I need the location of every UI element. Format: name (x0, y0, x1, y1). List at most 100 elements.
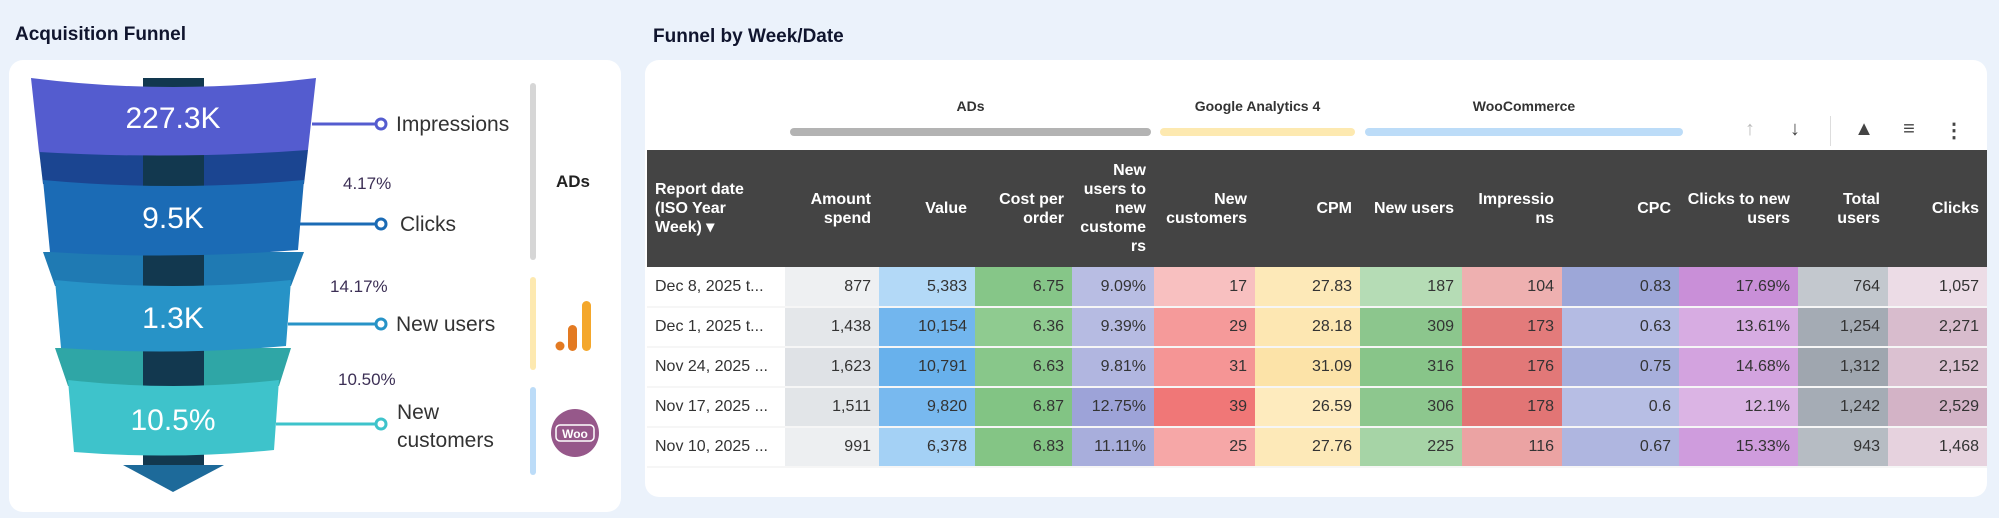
table-cell: 991 (785, 427, 879, 468)
table-cell: 176 (1462, 347, 1562, 388)
date-cell: Nov 24, 2025 ... (647, 347, 785, 388)
column-header[interactable]: Report date (ISO Year Week) ▾ (647, 150, 785, 267)
conversion-rate: 4.17% (343, 174, 391, 193)
funnel-stage-clicks (43, 180, 304, 256)
table-cell: 9.39% (1072, 307, 1154, 348)
table-cell: 9.09% (1072, 267, 1154, 308)
funnel-stage-new-customers (68, 380, 279, 456)
column-header[interactable]: New customers (1154, 150, 1255, 267)
table-cell: 28.18 (1255, 307, 1360, 348)
table-cell: 17.69% (1679, 267, 1798, 308)
table-row[interactable]: Nov 10, 2025 ... 991 6,378 6.83 11.11% 25 27.7… (647, 427, 1987, 468)
table-cell: 877 (785, 267, 879, 308)
column-header[interactable]: New users (1360, 150, 1462, 267)
table-row[interactable]: Nov 17, 2025 ... 1,511 9,820 6.87 12.75% 39 26… (647, 387, 1987, 428)
conversion-rate: 10.50% (338, 370, 396, 389)
column-header[interactable]: Amount spend (785, 150, 879, 267)
table-cell: 13.61% (1679, 307, 1798, 348)
column-header[interactable]: Clicks to new users (1679, 150, 1798, 267)
table-cell: 26.59 (1255, 387, 1360, 428)
table-cell: 27.83 (1255, 267, 1360, 308)
column-header[interactable]: New users to new customers (1072, 150, 1154, 267)
table-cell: 10,154 (879, 307, 975, 348)
stage-value: 227.3K (125, 102, 220, 135)
table-cell: 39 (1154, 387, 1255, 428)
table-cell: 2,271 (1888, 307, 1987, 348)
conversion-rate: 14.17% (330, 277, 388, 296)
table-cell: 225 (1360, 427, 1462, 468)
table-cell: 11.11% (1072, 427, 1154, 468)
table-cell: 2,529 (1888, 387, 1987, 428)
table-cell: 104 (1462, 267, 1562, 308)
table-panel-title: Funnel by Week/Date (653, 26, 844, 47)
acquisition-funnel-card: 227.3K 9.5K 1.3K 10.5% Impressions Click… (9, 60, 621, 512)
table-cell: 15.33% (1679, 427, 1798, 468)
table-cell: 316 (1360, 347, 1462, 388)
column-header[interactable]: Cost per order (975, 150, 1072, 267)
table-cell: 116 (1462, 427, 1562, 468)
table-cell: 1,511 (785, 387, 879, 428)
table-header-row: Report date (ISO Year Week) ▾ Amount spen… (647, 150, 1987, 267)
table-cell: 25 (1154, 427, 1255, 468)
filter-icon[interactable]: ≡ (1903, 118, 1915, 140)
table-cell: 1,468 (1888, 427, 1987, 468)
group-label-ads: ADs (956, 98, 985, 114)
funnel-by-week-card: ADs Google Analytics 4 WooCommerce ↑ ↓ ▲… (645, 60, 1987, 497)
group-label-ga4: Google Analytics 4 (1194, 98, 1321, 114)
warning-icon[interactable]: ▲ (1854, 118, 1874, 140)
table-cell: 29 (1154, 307, 1255, 348)
table-row[interactable]: Nov 24, 2025 ... 1,623 10,791 6.63 9.81% 31 31… (647, 347, 1987, 388)
table-cell: 187 (1360, 267, 1462, 308)
funnel-table: Report date (ISO Year Week) ▾ Amount spen… (647, 150, 1987, 468)
table-cell: 12.1% (1679, 387, 1798, 428)
table-cell: 6.36 (975, 307, 1072, 348)
funnel-stage-new-users (55, 280, 291, 352)
ads-source-label: ADs (556, 172, 590, 191)
table-cell: 0.63 (1562, 307, 1679, 348)
sort-ascending-icon[interactable]: ↑ (1745, 118, 1755, 140)
table-cell: 31 (1154, 347, 1255, 388)
table-cell: 943 (1798, 427, 1888, 468)
column-header[interactable]: CPC (1562, 150, 1679, 267)
woocommerce-source-bar (530, 387, 536, 475)
table-cell: 6.83 (975, 427, 1072, 468)
table-cell: 6.87 (975, 387, 1072, 428)
table-cell: 0.83 (1562, 267, 1679, 308)
funnel-chart: 227.3K 9.5K 1.3K 10.5% Impressions Click… (31, 78, 599, 492)
table-cell: 0.67 (1562, 427, 1679, 468)
stage-connector-lines (276, 117, 388, 431)
table-row[interactable]: Dec 1, 2025 t... 1,438 10,154 6.36 9.39% 29 28… (647, 307, 1987, 348)
table-cell: 1,254 (1798, 307, 1888, 348)
table-cell: 27.76 (1255, 427, 1360, 468)
stage-label-new-customers: New (397, 401, 440, 424)
table-cell: 1,242 (1798, 387, 1888, 428)
group-bar-ads (790, 128, 1151, 136)
table-cell: 764 (1798, 267, 1888, 308)
column-header[interactable]: Total users (1798, 150, 1888, 267)
funnel-arrow-icon (123, 465, 224, 492)
stage-label-impressions: Impressions (396, 113, 509, 136)
column-header[interactable]: CPM (1255, 150, 1360, 267)
table-cell: 1,438 (785, 307, 879, 348)
group-label-woocommerce: WooCommerce (1472, 98, 1576, 114)
ads-source-bar (530, 83, 536, 260)
column-header[interactable]: Value (879, 150, 975, 267)
column-header[interactable]: Impressions (1462, 150, 1562, 267)
svg-text:Woo: Woo (562, 427, 588, 441)
table-cell: 5,383 (879, 267, 975, 308)
sort-descending-icon[interactable]: ↓ (1790, 118, 1800, 140)
stage-value: 9.5K (142, 202, 204, 235)
table-cell: 6.63 (975, 347, 1072, 388)
table-cell: 17 (1154, 267, 1255, 308)
table-row[interactable]: Dec 8, 2025 t... 877 5,383 6.75 9.09% 17 27.83… (647, 267, 1987, 308)
more-options-icon[interactable]: ⋮ (1944, 120, 1964, 142)
funnel-stage-impressions (31, 78, 316, 156)
column-header[interactable]: Clicks (1888, 150, 1987, 267)
google-analytics-icon (555, 301, 591, 351)
ga4-source-bar (530, 277, 536, 370)
table-cell: 1,312 (1798, 347, 1888, 388)
stage-value: 1.3K (142, 302, 204, 335)
table-cell: 6,378 (879, 427, 975, 468)
table-cell: 173 (1462, 307, 1562, 348)
stage-label-new-users: New users (396, 313, 495, 336)
